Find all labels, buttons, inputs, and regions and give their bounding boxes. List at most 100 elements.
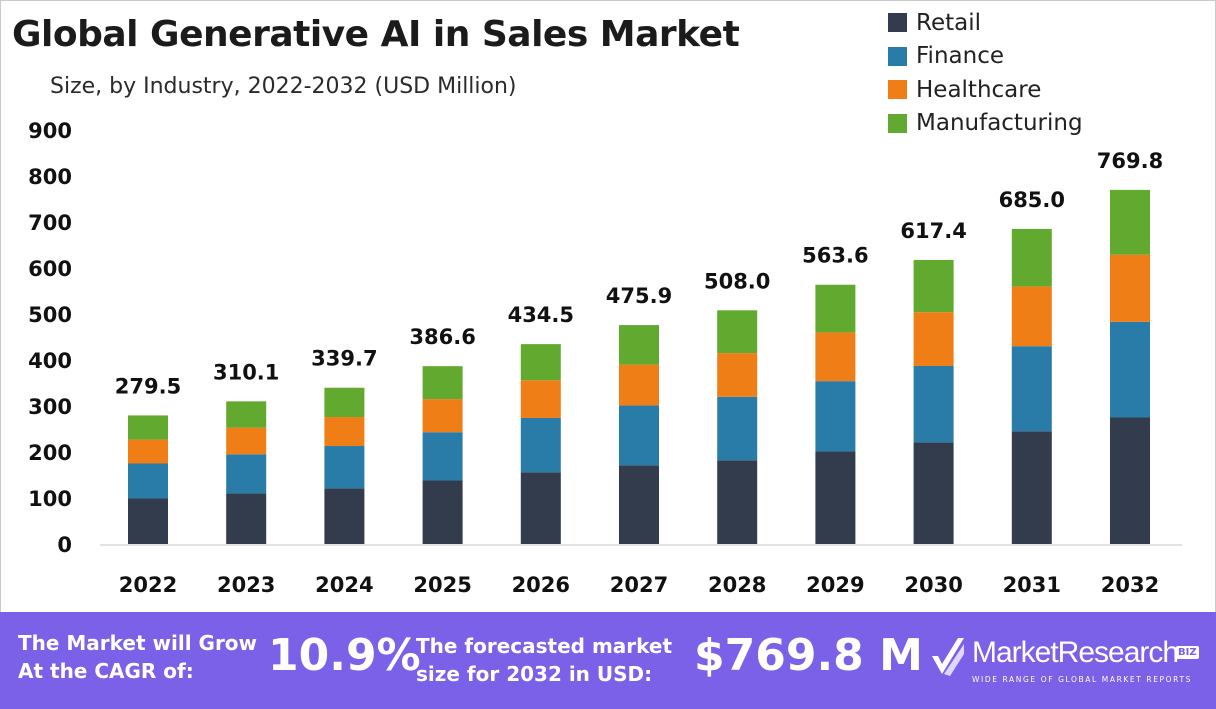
bar-segment-healthcare	[520, 380, 561, 418]
legend-swatch-healthcare	[888, 80, 907, 100]
bar-segment-retail	[717, 460, 758, 544]
x-tick-label: 2027	[610, 573, 668, 597]
bar-segment-finance	[520, 417, 561, 473]
bar-segment-finance	[1011, 346, 1052, 432]
data-label-total: 617.4	[900, 219, 966, 243]
bar-segment-manufacturing	[1110, 189, 1150, 255]
bar-segment-retail	[226, 493, 267, 544]
bar-segment-manufacturing	[128, 415, 168, 440]
legend-label-manufacturing: Manufacturing	[916, 110, 1083, 137]
brand-tagline: WIDE RANGE OF GLOBAL MARKET REPORTS	[972, 675, 1192, 684]
data-label-total: 508.0	[704, 269, 770, 293]
forecast-label: The forecasted market size for 2032 in U…	[416, 632, 672, 688]
data-label-total: 339.7	[311, 347, 377, 371]
bar-segment-healthcare	[226, 427, 267, 455]
cagr-label-line2: At the CAGR of:	[18, 659, 194, 683]
legend-item-retail: Retail	[888, 6, 1083, 40]
bar-segment-healthcare	[717, 353, 758, 397]
legend-label-healthcare: Healthcare	[916, 76, 1042, 103]
bar-segment-retail	[619, 465, 659, 544]
bar-segment-finance	[619, 405, 659, 466]
data-label-total: 434.5	[508, 303, 574, 327]
data-label-total: 279.5	[115, 374, 181, 398]
bar-segment-finance	[815, 381, 856, 452]
chart-subtitle: Size, by Industry, 2022-2032 (USD Millio…	[50, 74, 517, 99]
data-label-total: 769.8	[1097, 149, 1163, 173]
y-tick-label: 200	[28, 441, 72, 465]
bar-segment-manufacturing	[815, 284, 856, 333]
y-tick-label: 100	[28, 487, 72, 511]
x-tick-label: 2022	[119, 573, 177, 597]
bar-segment-manufacturing	[226, 401, 267, 428]
cagr-value: 10.9%	[268, 630, 421, 681]
bar-segment-manufacturing	[619, 325, 659, 365]
y-tick-label: 400	[28, 349, 72, 373]
chart-title: Global Generative AI in Sales Market	[12, 14, 740, 55]
data-label-total: 386.6	[409, 325, 475, 349]
bar-segment-healthcare	[913, 312, 954, 366]
legend-swatch-manufacturing	[888, 113, 907, 133]
bar-segment-finance	[324, 446, 365, 489]
x-tick-label: 2032	[1101, 573, 1159, 597]
bar-segment-retail	[520, 472, 561, 544]
bar-segment-retail	[1110, 417, 1150, 544]
forecast-label-line1: The forecasted market	[416, 634, 673, 658]
cagr-label-line1: The Market will Grow	[18, 631, 258, 655]
x-tick-label: 2026	[512, 573, 570, 597]
legend-item-manufacturing: Manufacturing	[888, 107, 1083, 141]
y-tick-label: 900	[28, 119, 72, 143]
brand-logo: MarketResearch BIZ WIDE RANGE OF GLOBAL …	[928, 628, 1210, 692]
bar-segment-manufacturing	[913, 259, 954, 313]
x-tick-label: 2028	[708, 573, 766, 597]
y-tick-label: 600	[28, 257, 72, 281]
bar-segment-retail	[422, 480, 463, 544]
data-label-total: 475.9	[606, 284, 672, 308]
legend-item-healthcare: Healthcare	[888, 73, 1083, 107]
bar-segment-healthcare	[324, 417, 365, 447]
data-label-total: 310.1	[213, 360, 279, 384]
bar-segment-retail	[913, 442, 954, 544]
x-tick-label: 2031	[1003, 573, 1061, 597]
stacked-bar-chart: 0 100 200 300 400 500 600 700 800 900 279.5 2022 310…	[28, 119, 1182, 597]
x-tick-label: 2025	[413, 573, 471, 597]
bar-segment-finance	[422, 432, 463, 481]
bar-segment-healthcare	[1110, 254, 1150, 322]
legend-swatch-finance	[888, 46, 907, 66]
legend: Retail Finance Healthcare Manufacturing	[888, 6, 1083, 140]
bar-segment-manufacturing	[520, 344, 561, 381]
bar-segment-healthcare	[815, 332, 856, 382]
bar-segment-retail	[1011, 431, 1052, 544]
brand-check-icon	[932, 638, 964, 676]
cagr-label: The Market will Grow At the CAGR of:	[18, 629, 257, 685]
bar-segment-manufacturing	[324, 387, 365, 418]
bar-segment-finance	[1110, 321, 1150, 418]
bar-segment-finance	[913, 365, 954, 443]
brand-badge: BIZ	[1176, 646, 1199, 659]
brand-name: MarketResearch	[972, 636, 1179, 669]
x-tick-label: 2024	[315, 573, 373, 597]
bar-segment-manufacturing	[1011, 228, 1052, 287]
forecast-label-line2: size for 2032 in USD:	[416, 662, 653, 686]
x-tick-label: 2029	[806, 573, 864, 597]
legend-item-finance: Finance	[888, 40, 1083, 74]
x-tick-label: 2030	[904, 573, 962, 597]
x-tick-label: 2023	[217, 573, 275, 597]
footer-banner: The Market will Grow At the CAGR of: 10.…	[0, 612, 1216, 709]
bar-segment-manufacturing	[717, 310, 758, 354]
forecast-value: $769.8 M	[694, 630, 923, 681]
y-tick-label: 700	[28, 211, 72, 235]
legend-swatch-retail	[888, 13, 907, 33]
data-label-total: 563.6	[802, 244, 868, 268]
legend-label-finance: Finance	[916, 43, 1004, 70]
data-label-total: 685.0	[999, 188, 1065, 212]
bar-segment-healthcare	[128, 439, 168, 464]
bar-segment-healthcare	[422, 399, 463, 433]
bar-segment-finance	[128, 463, 168, 499]
y-tick-label: 500	[28, 303, 72, 327]
bar-segment-healthcare	[1011, 286, 1052, 347]
bar-segment-retail	[815, 451, 856, 544]
bar-segment-finance	[226, 454, 267, 494]
bar-segment-retail	[128, 498, 168, 544]
legend-label-retail: Retail	[916, 9, 981, 36]
bar-segment-retail	[324, 488, 365, 544]
